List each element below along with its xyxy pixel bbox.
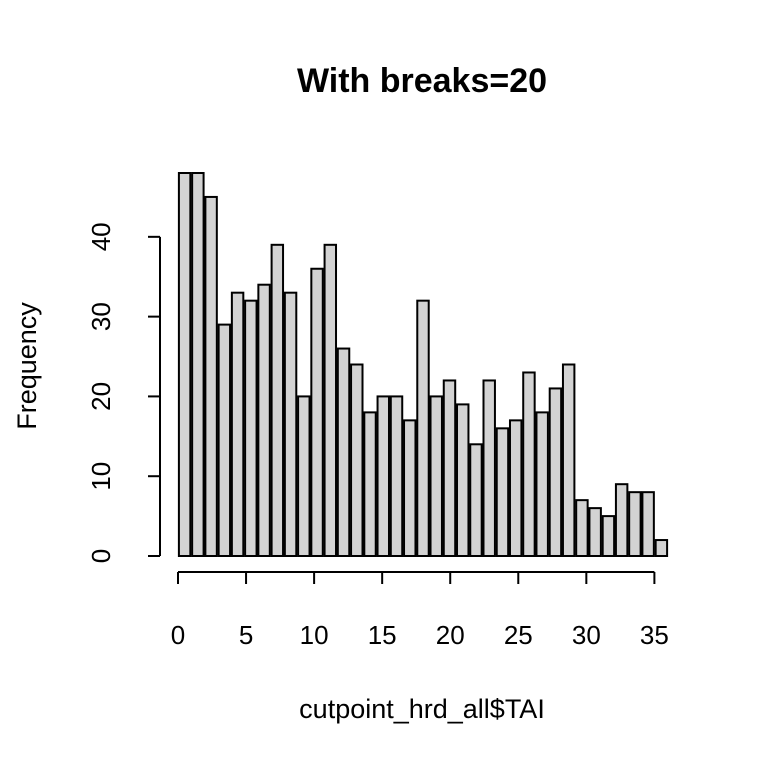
y-axis-label: Frequency <box>12 302 42 430</box>
histogram-bar <box>204 195 218 557</box>
y-tick-label: 30 <box>86 302 116 331</box>
x-tick-label: 15 <box>368 620 397 650</box>
histogram-bar <box>522 371 536 557</box>
histogram-bar <box>508 419 523 557</box>
bars-group <box>177 172 669 558</box>
histogram-bar <box>270 243 285 557</box>
histogram-bar <box>561 363 576 557</box>
histogram-bar <box>389 395 404 557</box>
histogram-bar <box>456 403 470 558</box>
histogram-bar <box>283 291 298 557</box>
histogram-bar <box>495 427 510 558</box>
histogram-bar <box>376 395 390 557</box>
x-tick-label: 10 <box>300 620 329 650</box>
histogram-bar <box>429 395 443 557</box>
histogram-bar <box>535 411 549 557</box>
x-axis-label: cutpoint_hrd_all$TAI <box>299 694 545 724</box>
x-axis: 0 5 10 15 20 25 30 35 <box>171 571 669 650</box>
x-tick-label: 0 <box>171 620 185 650</box>
histogram-bar <box>244 299 258 557</box>
histogram-bar <box>257 283 271 557</box>
x-tick-label: 25 <box>504 620 533 650</box>
histogram-bar <box>217 323 232 557</box>
x-tick-label: 20 <box>436 620 465 650</box>
histogram-bar <box>442 379 457 558</box>
histogram-bar <box>363 411 377 557</box>
histogram-bar <box>336 347 351 557</box>
histogram-bar <box>403 419 417 557</box>
histogram-bar <box>350 363 364 557</box>
histogram-bar <box>614 483 629 557</box>
chart-title: With breaks=20 <box>297 62 547 100</box>
histogram-bar <box>323 243 338 557</box>
histogram-bar <box>230 291 245 557</box>
histogram-bar <box>310 267 324 557</box>
histogram-bar <box>641 491 655 557</box>
histogram-bar <box>588 507 602 557</box>
histogram-bar <box>177 172 192 557</box>
histogram-bar <box>601 515 616 558</box>
x-tick-label: 30 <box>572 620 601 650</box>
histogram-bar <box>416 299 430 557</box>
histogram-bar <box>548 387 563 557</box>
histogram-bar <box>191 172 205 557</box>
histogram-bar <box>575 499 589 558</box>
histogram-bar <box>469 443 483 557</box>
y-tick-label: 0 <box>86 549 116 563</box>
y-tick-label: 40 <box>86 222 116 251</box>
y-axis: 0 10 20 30 40 <box>86 222 161 563</box>
y-tick-label: 20 <box>86 382 116 411</box>
y-tick-label: 10 <box>86 462 116 491</box>
histogram-bar <box>297 395 311 557</box>
x-tick-label: 35 <box>640 620 669 650</box>
x-tick-label: 5 <box>239 620 253 650</box>
histogram-bar <box>628 491 642 557</box>
histogram-bar <box>654 539 669 558</box>
histogram-bar <box>482 379 496 558</box>
